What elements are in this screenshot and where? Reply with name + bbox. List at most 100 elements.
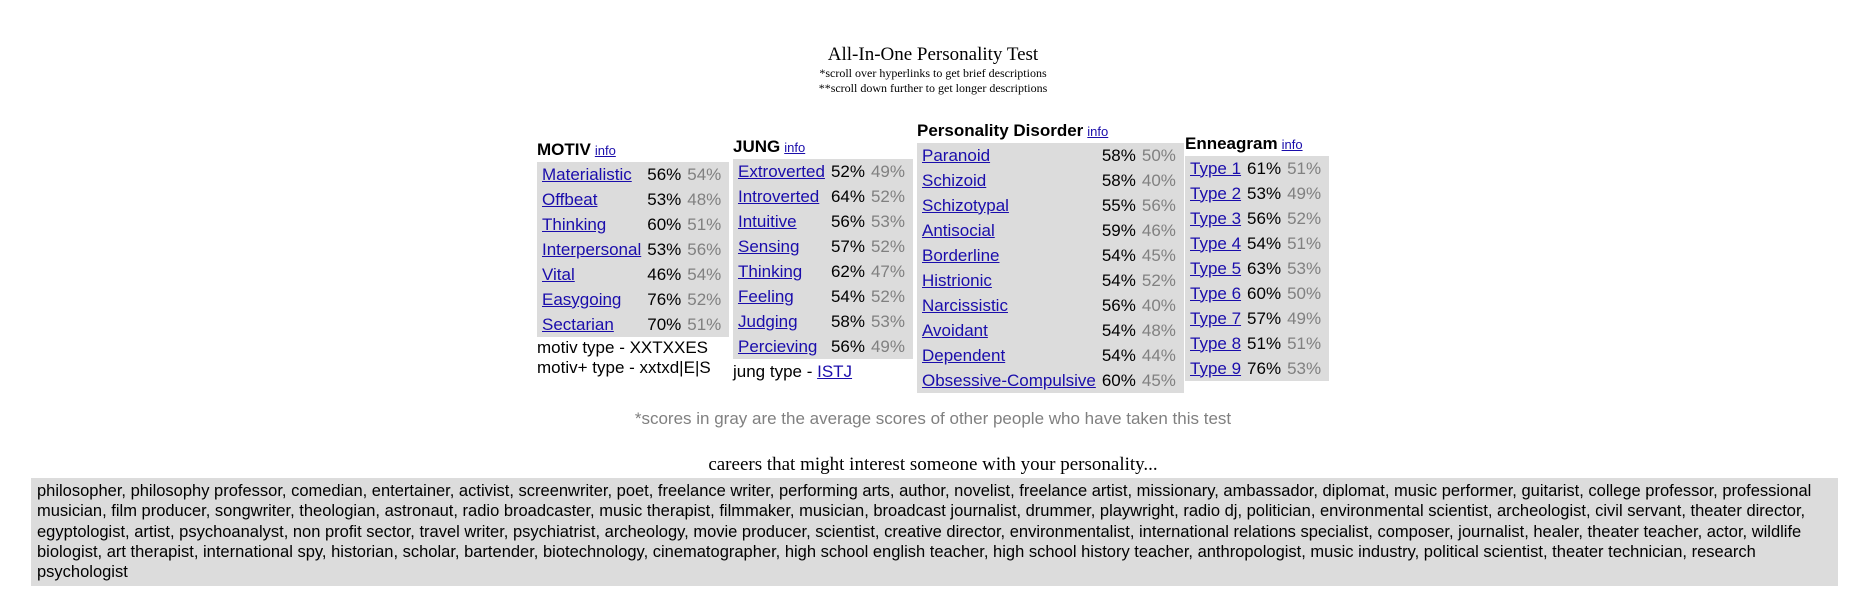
enneagram-title: Enneagram <box>1185 134 1278 153</box>
motiv-info-link[interactable]: info <box>594 143 616 158</box>
table-row: Materialistic 56% 54% <box>537 162 729 187</box>
average-score: 51% <box>1287 158 1322 178</box>
user-score: 54% <box>1101 270 1136 290</box>
trait-link[interactable]: Type 5 <box>1190 258 1242 278</box>
average-score: 51% <box>687 214 722 234</box>
trait-cell: Interpersonal <box>537 237 644 262</box>
trait-link[interactable]: Narcissistic <box>922 295 1008 315</box>
table-row: Type 7 57% 49% <box>1185 306 1329 331</box>
average-score: 45% <box>1141 245 1176 265</box>
trait-link[interactable]: Materialistic <box>542 164 632 184</box>
user-score: 54% <box>1101 345 1136 365</box>
trait-link[interactable]: Obsessive-Compulsive <box>922 370 1096 390</box>
user-score: 62% <box>830 261 865 281</box>
trait-cell: Schizotypal <box>917 193 1099 218</box>
trait-link[interactable]: Dependent <box>922 345 1006 365</box>
trait-link[interactable]: Introverted <box>738 186 820 206</box>
trait-cell: Materialistic <box>537 162 644 187</box>
trait-link[interactable]: Vital <box>542 264 575 284</box>
trait-cell: Thinking <box>733 259 828 284</box>
trait-link[interactable]: Thinking <box>542 214 607 234</box>
table-row: Type 8 51% 51% <box>1185 331 1329 356</box>
average-score: 52% <box>870 286 905 306</box>
user-score: 52% <box>830 161 865 181</box>
table-row: Extroverted 52% 49% <box>733 159 913 184</box>
jung-info-link[interactable]: info <box>784 140 806 155</box>
trait-link[interactable]: Antisocial <box>922 220 995 240</box>
user-score: 56% <box>1247 208 1282 228</box>
user-score: 64% <box>830 186 865 206</box>
table-row: Type 6 60% 50% <box>1185 281 1329 306</box>
trait-link[interactable]: Intuitive <box>738 211 797 231</box>
trait-cell: Histrionic <box>917 268 1099 293</box>
average-score: 53% <box>1287 358 1322 378</box>
user-score: 51% <box>1247 333 1282 353</box>
trait-link[interactable]: Type 8 <box>1190 333 1242 353</box>
trait-link[interactable]: Easygoing <box>542 289 622 309</box>
user-score: 56% <box>647 164 682 184</box>
user-score: 54% <box>1101 245 1136 265</box>
user-score: 59% <box>1101 220 1136 240</box>
trait-link[interactable]: Interpersonal <box>542 239 642 259</box>
table-row: Type 4 54% 51% <box>1185 231 1329 256</box>
trait-link[interactable]: Extroverted <box>738 161 825 181</box>
disorder-info-link[interactable]: info <box>1087 124 1109 139</box>
table-row: Intuitive 56% 53% <box>733 209 913 234</box>
page-header: All-In-One Personality Test *scroll over… <box>0 43 1866 96</box>
disorder-header: Personality Disorder info <box>917 121 1184 141</box>
trait-link[interactable]: Thinking <box>738 261 803 281</box>
table-row: Type 5 63% 53% <box>1185 256 1329 281</box>
enneagram-header: Enneagram info <box>1185 134 1329 154</box>
trait-link[interactable]: Paranoid <box>922 145 991 165</box>
trait-link[interactable]: Type 7 <box>1190 308 1242 328</box>
table-row: Offbeat 53% 48% <box>537 187 729 212</box>
user-score: 76% <box>1247 358 1282 378</box>
trait-link[interactable]: Type 9 <box>1190 358 1242 378</box>
enneagram-section: Enneagram info Type 1 61% 51% Type 2 53% 49% Ty… <box>1185 134 1330 381</box>
table-row: Schizotypal 55% 56% <box>917 193 1184 218</box>
average-score: 52% <box>870 236 905 256</box>
table-row: Introverted 64% 52% <box>733 184 913 209</box>
trait-link[interactable]: Type 6 <box>1190 283 1242 303</box>
user-score: 54% <box>830 286 865 306</box>
trait-link[interactable]: Avoidant <box>922 320 988 340</box>
average-score: 53% <box>1287 258 1322 278</box>
trait-cell: Antisocial <box>917 218 1099 243</box>
average-score: 40% <box>1141 295 1176 315</box>
user-score: 70% <box>647 314 682 334</box>
trait-cell: Type 3 <box>1185 206 1244 231</box>
user-score: 53% <box>647 239 682 259</box>
user-score: 56% <box>830 211 865 231</box>
jung-type-link[interactable]: ISTJ <box>817 362 853 381</box>
trait-link[interactable]: Judging <box>738 311 798 331</box>
trait-cell: Type 1 <box>1185 156 1244 181</box>
table-row: Histrionic 54% 52% <box>917 268 1184 293</box>
average-score: 49% <box>870 336 905 356</box>
disorder-section: Personality Disorder info Paranoid 58% 50% S… <box>917 121 1184 393</box>
trait-cell: Narcissistic <box>917 293 1099 318</box>
trait-link[interactable]: Borderline <box>922 245 1000 265</box>
trait-link[interactable]: Type 2 <box>1190 183 1242 203</box>
trait-link[interactable]: Type 4 <box>1190 233 1242 253</box>
trait-link[interactable]: Type 3 <box>1190 208 1242 228</box>
trait-link[interactable]: Histrionic <box>922 270 992 290</box>
trait-link[interactable]: Sensing <box>738 236 800 256</box>
trait-cell: Sensing <box>733 234 828 259</box>
trait-link[interactable]: Schizotypal <box>922 195 1009 215</box>
enneagram-info-link[interactable]: info <box>1281 137 1303 152</box>
table-row: Sensing 57% 52% <box>733 234 913 259</box>
jung-scores-table: Extroverted 52% 49% Introverted 64% 52% Intuit… <box>733 159 913 359</box>
trait-link[interactable]: Type 1 <box>1190 158 1242 178</box>
motiv-plus-type: motiv+ type - xxtxd|E|S <box>537 358 711 377</box>
trait-link[interactable]: Schizoid <box>922 170 987 190</box>
trait-cell: Extroverted <box>733 159 828 184</box>
trait-link[interactable]: Sectarian <box>542 314 614 334</box>
motiv-section: MOTIV info Materialistic 56% 54% Offbeat 53% 4… <box>537 140 730 378</box>
trait-link[interactable]: Feeling <box>738 286 794 306</box>
trait-link[interactable]: Offbeat <box>542 189 598 209</box>
trait-link[interactable]: Percieving <box>738 336 818 356</box>
user-score: 53% <box>647 189 682 209</box>
user-score: 56% <box>1101 295 1136 315</box>
trait-cell: Judging <box>733 309 828 334</box>
average-score: 52% <box>870 186 905 206</box>
